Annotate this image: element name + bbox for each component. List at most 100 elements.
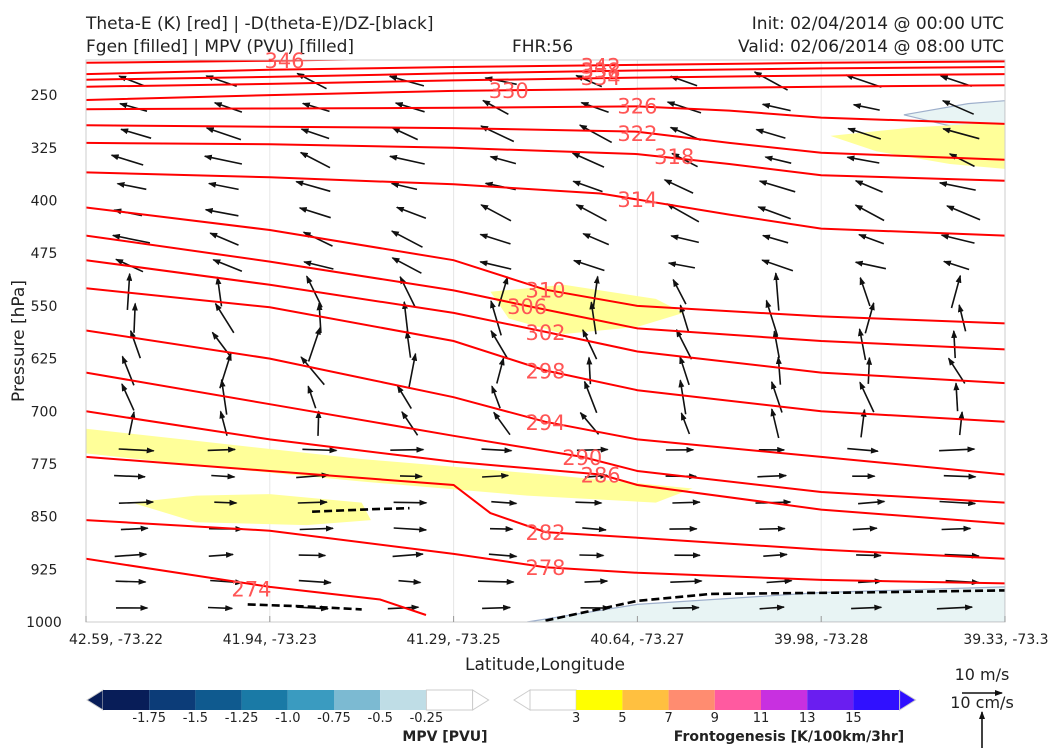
wind-vector [118, 75, 145, 87]
wind-vector [207, 446, 237, 453]
contour-label-274: 274 [231, 577, 271, 601]
wind-vector [300, 356, 325, 386]
wind-vector [295, 180, 331, 193]
x-tick-label: 39.33, -73.3 [963, 632, 1048, 648]
wind-vector [670, 234, 699, 244]
mpv-colorbar-swatch [195, 690, 242, 710]
wind-vector [950, 274, 962, 309]
forecast-hour: FHR:56 [512, 37, 574, 57]
fgen-colorbar-swatch [853, 690, 900, 710]
wind-vector [489, 155, 517, 165]
wind-vector [307, 326, 321, 362]
theta-e-contour-282 [86, 455, 1005, 560]
x-tick-label: 39.98, -73.28 [774, 632, 868, 648]
fgen-colorbar-tick: 7 [664, 711, 672, 726]
fgen-colorbar-tick: 11 [753, 711, 770, 726]
wind-vector [852, 525, 878, 532]
wind-vector [942, 127, 980, 140]
contour-label-310: 310 [525, 279, 565, 303]
mpv-colorbar-arrow-right [472, 689, 490, 711]
wind-vector [766, 578, 793, 585]
wind-vector [207, 605, 234, 612]
wind-vector [398, 578, 422, 585]
wind-vector [938, 181, 976, 191]
contour-label-302: 302 [525, 321, 565, 345]
wind-vector [491, 385, 501, 409]
theta-e-contour-334 [86, 73, 1005, 88]
theta-e-contour-286 [86, 410, 1005, 525]
wind-vector [764, 155, 792, 164]
wind-vector [396, 384, 412, 410]
mpv-fill-region [527, 586, 1005, 622]
wind-vector [497, 276, 509, 307]
fgen-colorbar-arrow-left [513, 689, 531, 711]
wind-vector [490, 300, 502, 336]
wind-vector [859, 276, 871, 307]
y-tick-label: 850 [31, 510, 58, 526]
y-tick-label: 625 [31, 352, 58, 368]
wind-vector [490, 329, 508, 359]
wind-vector [675, 328, 693, 360]
wind-vector [858, 499, 886, 505]
fgen-colorbar-tick: 5 [618, 711, 626, 726]
theta-e-contour-306 [86, 234, 1005, 351]
wind-vector [939, 446, 976, 453]
y-tick-label: 1000 [26, 615, 62, 631]
wind-vector [582, 232, 610, 246]
y-tick-label: 250 [31, 88, 58, 104]
fgen-colorbar-swatch [668, 690, 715, 710]
y-tick-label: 400 [31, 194, 58, 210]
mpv-colorbar-tick: -0.25 [410, 711, 444, 726]
theta-e-contour-318 [86, 141, 1005, 182]
wind-vector [213, 102, 243, 113]
mpv-colorbar-title: MPV [PVU] [402, 729, 487, 745]
wind-vector [496, 357, 505, 384]
contour-label-294: 294 [525, 411, 565, 435]
plot-area [86, 60, 1005, 622]
y-tick-label: 775 [31, 457, 58, 473]
contour-label-278: 278 [525, 556, 565, 580]
wind-vector [401, 410, 419, 436]
wind-vector [951, 329, 958, 359]
wind-vector [219, 410, 228, 436]
mpv-colorbar-arrow-left [86, 689, 104, 711]
wind-vector [679, 355, 690, 386]
mpv-colorbar-tick: -1.5 [183, 711, 208, 726]
fgen-colorbar-swatch [576, 690, 623, 710]
wind-vector [939, 75, 972, 87]
wind-vector [391, 257, 422, 274]
wind-vector [131, 302, 138, 333]
wind-vector [672, 604, 700, 611]
wind-vector [854, 180, 883, 193]
x-tick-label: 41.29, -73.25 [407, 632, 501, 648]
contour-label-342: 342 [581, 55, 621, 79]
wind-vector [479, 260, 512, 270]
wind-vector [480, 204, 512, 222]
wind-vector [120, 128, 152, 139]
fgen-colorbar-swatch [622, 690, 669, 710]
x-tick-label: 40.64, -73.27 [590, 632, 684, 648]
y-tick-label: 700 [31, 404, 58, 420]
wind-vector [298, 207, 331, 219]
wind-vector [390, 446, 425, 453]
wind-vector [775, 356, 782, 385]
title-line-2: Fgen [filled] | MPV (PVU) [filled] [86, 37, 355, 57]
wind-vector [858, 233, 885, 245]
theta-e-contour-330 [86, 84, 1005, 101]
wind-vector [755, 128, 786, 139]
mpv-colorbar-tick: -1.25 [225, 711, 259, 726]
mpv-colorbar-tick: -1.0 [275, 711, 300, 726]
theta-e-contour-294 [86, 329, 1005, 476]
fgen-fill-region [490, 284, 684, 334]
stability-dashed-line [312, 506, 410, 513]
contour-label-326: 326 [617, 95, 657, 119]
mpv-colorbar-tick: -0.75 [317, 711, 351, 726]
wind-vector [847, 447, 879, 454]
theta-e-contour-314 [86, 171, 1005, 237]
wind-vector [390, 182, 418, 191]
fgen-colorbar-tick: 15 [845, 711, 862, 726]
wind-vector [958, 411, 965, 436]
wind-vector [214, 499, 238, 506]
wind-vector [129, 329, 142, 359]
colorbars: -1.75 -1.5 -1.25 -1.0 -0.75 -0.5 -0.25 3 5 7 9 11 13… [86, 689, 917, 726]
